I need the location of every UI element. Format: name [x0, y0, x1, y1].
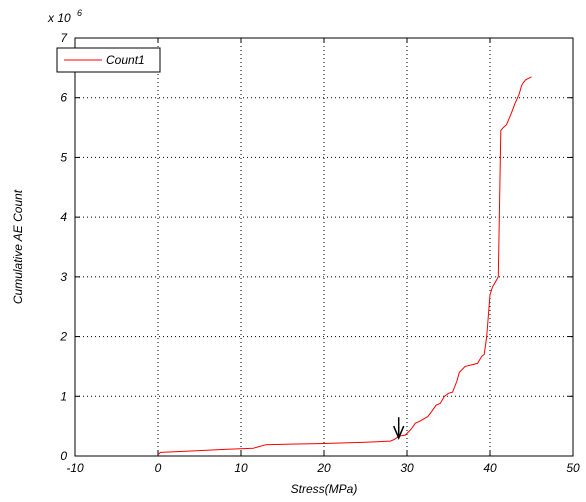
x-tick-label: 30: [400, 461, 414, 475]
series-layer: [157, 76, 532, 456]
grid-lines: [75, 38, 573, 456]
x-tick-label: -10: [66, 461, 84, 475]
y-tick-label: 5: [60, 150, 67, 164]
y-tick-label: 6: [60, 91, 67, 105]
y-tick-label: 1: [60, 389, 67, 403]
y-tick-label: 7: [60, 31, 68, 45]
y-multiplier-label: x 10: [47, 11, 71, 25]
x-tick-label: 40: [483, 461, 497, 475]
y-tick-label: 3: [60, 270, 67, 284]
legend: Count1: [56, 47, 161, 73]
x-axis-label: Stress(MPa): [291, 482, 358, 496]
x-tick-label: 0: [155, 461, 162, 475]
y-tick-label: 4: [60, 210, 67, 224]
y-axis-label: Cumulative AE Count: [11, 189, 25, 304]
x-tick-label: 10: [234, 461, 248, 475]
plot-area: [75, 38, 573, 456]
x-tick-label: 50: [566, 461, 580, 475]
x-tick-label: 20: [316, 461, 331, 475]
y-multiplier-exponent: 6: [77, 8, 82, 18]
legend-label: Count1: [106, 53, 145, 67]
y-tick-label: 0: [60, 449, 67, 463]
annotation-layer: [393, 417, 405, 441]
annotation-arrow-head: [393, 425, 405, 441]
y-tick-label: 2: [59, 330, 67, 344]
series-line-count1: [157, 76, 532, 456]
